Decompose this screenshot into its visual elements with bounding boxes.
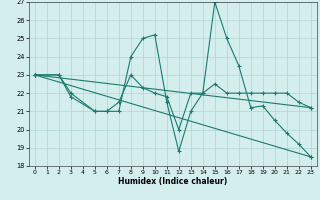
X-axis label: Humidex (Indice chaleur): Humidex (Indice chaleur): [118, 177, 228, 186]
